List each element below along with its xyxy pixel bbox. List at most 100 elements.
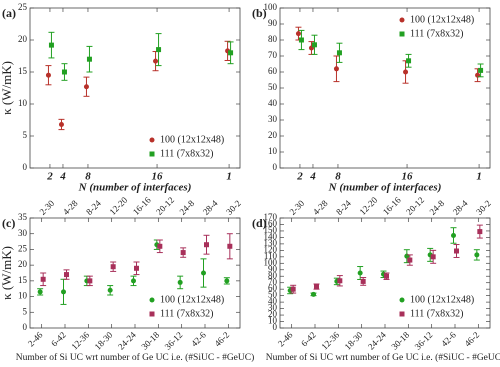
legend-marker — [399, 31, 405, 37]
x-tick-label: 8 — [335, 171, 341, 183]
x-axis-label: Number of Si UC wrt number of Ge UC i.e.… — [16, 352, 255, 363]
marker — [298, 37, 304, 43]
y-tick-label: 80 — [268, 34, 278, 44]
marker — [311, 42, 317, 48]
x-tick-label: 18-30 — [93, 329, 115, 351]
y-tick-label: 30 — [268, 114, 278, 124]
y-tick-label: 0 — [273, 322, 278, 332]
y-tick-label: 100 — [264, 2, 278, 12]
marker — [333, 66, 339, 72]
y-tick-label: 150 — [264, 225, 278, 235]
x-tick-label: 16 — [402, 171, 414, 183]
x-tick-label: 4 — [309, 171, 316, 183]
x2-tick-label: 8-24 — [334, 198, 353, 217]
x-tick-label: 24-24 — [366, 329, 388, 351]
legend-label: 100 (12x12x48) — [410, 14, 474, 25]
x2-tick-label: 20-12 — [404, 195, 426, 217]
legend-label: 100 (12x12x48) — [160, 294, 224, 305]
y-tick-label: 15 — [18, 275, 28, 285]
x2-tick-label: 20-12 — [154, 195, 176, 217]
y-tick-label: 25 — [18, 2, 28, 12]
x-tick-label: 18-30 — [343, 329, 365, 351]
marker — [451, 232, 456, 238]
y-tick-label: 10 — [268, 316, 278, 326]
marker — [406, 58, 412, 64]
marker — [37, 289, 43, 295]
x-tick-label: 2 — [296, 171, 303, 183]
legend-marker — [399, 311, 405, 317]
x-tick-label: 42-6 — [189, 329, 208, 348]
y-tick-label: 140 — [264, 231, 278, 241]
y-axis-label: κ (W/mK) — [0, 61, 14, 115]
panel-label: (d) — [252, 216, 267, 230]
x-tick-label: 2-46 — [26, 329, 45, 348]
y-tick-label: 70 — [268, 50, 278, 60]
marker — [224, 278, 230, 284]
x2-tick-label: 12-20 — [107, 195, 129, 217]
x-axis-label: N (number of interfaces) — [78, 182, 192, 194]
y-tick-label: 160 — [264, 219, 278, 229]
marker — [134, 265, 139, 271]
marker — [107, 287, 113, 293]
marker — [153, 58, 159, 64]
legend-label: 111 (7x8x32) — [160, 308, 213, 319]
y-tick-label: 5 — [23, 130, 28, 140]
x2-tick-label: 12-20 — [357, 195, 379, 217]
x2-tick-label: 16-16 — [381, 195, 403, 217]
legend-label: 111 (7x8x32) — [410, 28, 463, 39]
y-tick-label: 110 — [264, 251, 278, 261]
y-tick-label: 20 — [268, 130, 278, 140]
x-tick-label: 2-46 — [276, 329, 295, 348]
marker — [336, 50, 342, 56]
y-tick-label: 30 — [18, 228, 28, 238]
y-tick-label: 170 — [264, 212, 278, 222]
x-tick-label: 46-2 — [462, 330, 481, 349]
marker — [311, 291, 316, 297]
x2-tick-label: 8-24 — [84, 198, 103, 217]
plot-frame — [29, 7, 241, 169]
panel-label: (c) — [2, 216, 15, 230]
panel-label: (b) — [252, 6, 267, 20]
x2-tick-label: 28-4 — [201, 198, 220, 217]
x-tick-label: 6-42 — [299, 330, 318, 349]
y-tick-label: 60 — [268, 283, 278, 293]
marker — [454, 248, 459, 254]
x-tick-label: 8 — [85, 171, 91, 183]
marker — [58, 121, 64, 127]
y-tick-label: 90 — [268, 264, 278, 274]
y-tick-label: 60 — [268, 66, 278, 76]
marker — [478, 67, 484, 73]
y-tick-label: 20 — [18, 259, 28, 269]
x-tick-label: 24-24 — [116, 329, 138, 351]
x2-tick-label: 2-30 — [287, 198, 306, 217]
y-tick-label: 40 — [268, 296, 278, 306]
y-axis-label: κ (W/mK) — [0, 246, 14, 300]
y-tick-label: 10 — [18, 98, 28, 108]
x2-tick-label: 4-28 — [61, 198, 80, 217]
x-tick-label: 42-6 — [439, 329, 458, 348]
legend-marker — [149, 137, 155, 143]
x-axis-label: N (number of interfaces) — [328, 182, 442, 194]
x2-tick-label: 4-28 — [311, 198, 330, 217]
legend-marker — [399, 17, 405, 23]
y-tick-label: 15 — [18, 66, 28, 76]
x-tick-label: 36-12 — [413, 330, 435, 352]
y-tick-label: 80 — [268, 270, 278, 280]
y-tick-label: 130 — [264, 238, 278, 248]
legend-label: 111 (7x8x32) — [160, 148, 213, 159]
marker — [180, 250, 186, 256]
marker — [83, 84, 89, 90]
legend-label: 100 (12x12x48) — [160, 134, 224, 145]
x2-tick-label: 30-2 — [224, 198, 243, 217]
y-tick-label: 0 — [23, 322, 28, 332]
x-tick-label: 1 — [476, 171, 482, 183]
legend-marker — [399, 297, 405, 303]
x-tick-label: 30-18 — [139, 329, 161, 351]
y-tick-label: 0 — [273, 162, 278, 172]
marker — [40, 276, 46, 282]
legend-label: 100 (12x12x48) — [410, 294, 474, 305]
y-tick-label: 20 — [268, 309, 278, 319]
y-tick-label: 35 — [18, 212, 28, 222]
marker — [61, 69, 67, 75]
